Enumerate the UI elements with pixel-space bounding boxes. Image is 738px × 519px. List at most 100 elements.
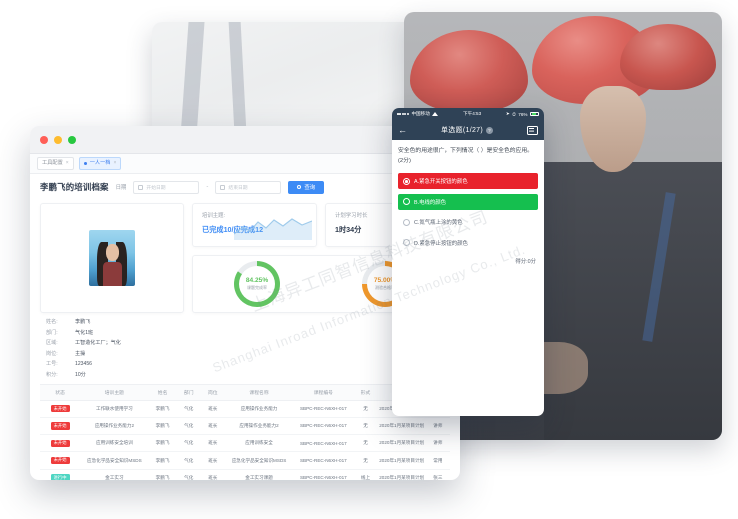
table-row[interactable]: 未开始 应用操作业务能力2 李鹏飞 气化 班长 应用操作业务能力2 SBPC-REC-N6X… — [40, 417, 450, 436]
quiz-title: 单选题(1/27) — [441, 127, 483, 134]
table-row[interactable]: 未开始 工作联水使用学习 李鹏飞 气化 班长 应用操作业务能力 SBPC-REC-N6XH-… — [40, 400, 450, 418]
cell-post: 班长 — [200, 400, 225, 418]
tab-close-icon[interactable]: × — [113, 159, 117, 166]
col-post[interactable]: 岗位 — [200, 383, 225, 401]
answer-card-icon[interactable] — [527, 125, 538, 135]
profile-field-points-key: 积分: — [46, 371, 58, 378]
cell-code: SBPC-REC-N6XH-017 — [293, 417, 354, 436]
query-button[interactable]: 查询 — [288, 180, 325, 194]
donut-course-completion-caption: 课题完成率 — [247, 285, 267, 290]
window-minimize-button[interactable] — [54, 135, 62, 144]
back-arrow-icon[interactable]: ← — [398, 125, 407, 135]
tab-tool-config-label: 工具配置 — [42, 159, 63, 166]
profile-field-points-value: 10分 — [75, 371, 86, 378]
cell-topic: 应用训练安全培训 — [80, 434, 149, 453]
profile-field-post-key: 岗位: — [46, 350, 58, 357]
option-a-label: A.紧急开关按钮的颜色 — [414, 179, 468, 186]
option-c[interactable]: C.氮气瓶上涂的黄色 — [398, 214, 538, 230]
cell-post: 班长 — [200, 469, 225, 480]
cell-topic: 金工实习 — [80, 469, 149, 480]
tab-tool-config[interactable]: 工具配置 × — [37, 156, 74, 171]
clock-label: 下午4:53 — [463, 111, 482, 116]
tab-one-person-one-file[interactable]: 一人一档 × — [78, 156, 122, 171]
cell-name: 李鹏飞 — [148, 451, 177, 470]
cell-status: 未开始 — [40, 434, 81, 453]
photo-worker-face — [580, 86, 646, 172]
col-name[interactable]: 姓名 — [148, 383, 177, 401]
col-topic[interactable]: 培训主题 — [80, 383, 149, 401]
cell-dept: 气化 — [176, 434, 201, 453]
window-close-button[interactable] — [40, 135, 48, 144]
kpi-training-topic: 培训主题: 已完成10/应完成12 — [192, 203, 317, 247]
col-status[interactable]: 状态 — [40, 383, 81, 401]
kpi-planned-duration-value: 1时34分 — [335, 225, 362, 234]
cell-form: 无 — [353, 417, 378, 436]
profile-field-employee-id-value: 123456 — [75, 361, 92, 367]
cell-teacher: 常用 — [425, 451, 450, 470]
status-badge: 未开始 — [50, 405, 70, 413]
option-a[interactable]: A.紧急开关按钮的颜色 — [398, 173, 538, 190]
cell-date: 2020年1月某项目计划 — [377, 417, 426, 436]
tab-bar: 工具配置 × 一人一档 × — [30, 154, 460, 174]
table-row[interactable]: 未开始 应急化学品安全知识MSDS 李鹏飞 气化 班长 应急化学品安全知识MSDS SBPC… — [40, 451, 450, 470]
profile-field-dept-value: 气化1班 — [75, 329, 94, 336]
start-date-input[interactable]: 开始日期 — [133, 180, 200, 194]
date-filter-label: 日期 — [115, 185, 127, 191]
cell-name: 李鹏飞 — [148, 469, 177, 480]
status-badge: 未开始 — [50, 439, 70, 447]
option-b-label: B.电线的颜色 — [414, 199, 447, 206]
page-toolbar: 李鹏飞的培训档案 日期 开始日期 - 结束日期 查询 — [30, 174, 460, 200]
question-text: 安全色的用途很广，下列情况（ ）是安全色的应用。(2分) — [398, 148, 533, 164]
table-row[interactable]: 进行中 金工实习 李鹏飞 气化 班长 金工实习课题 SBPC-REC-N6XH-017 线上 2… — [40, 469, 450, 480]
col-form[interactable]: 形式 — [353, 383, 378, 401]
tab-close-icon[interactable]: × — [65, 159, 69, 166]
window-maximize-button[interactable] — [68, 135, 76, 144]
battery-percent-label: 76% — [518, 111, 528, 117]
help-icon[interactable]: ? — [486, 126, 493, 134]
option-d[interactable]: D.紧急停止按钮的颜色 — [398, 235, 538, 251]
col-dept[interactable]: 部门 — [176, 383, 201, 401]
status-badge: 进行中 — [50, 474, 70, 480]
donut-quiz-pass-rate-value: 75.00% — [373, 277, 397, 284]
mobile-quiz-window: 中国移动 下午4:53 ➤ ⏱ 76% ← 单选题(1/27) ? 安全色的用途… — [392, 108, 544, 416]
option-b[interactable]: B.电线的颜色 — [398, 193, 538, 210]
avatar-torso — [103, 262, 122, 286]
donut-course-completion-inner: 84.25% 课题完成率 — [239, 266, 275, 302]
cell-code: SBPC-REC-N6XH-017 — [293, 434, 354, 453]
cell-code: SBPC-REC-N6XH-017 — [293, 400, 354, 418]
profile-field-post: 岗位: 主操 — [46, 350, 450, 357]
cell-name: 李鹏飞 — [148, 417, 177, 436]
sparkline-chart — [234, 218, 312, 240]
radio-icon — [403, 177, 410, 185]
tab-active-dot-icon — [83, 161, 87, 165]
cell-topic: 工作联水使用学习 — [80, 400, 149, 418]
option-c-label: C.氮气瓶上涂的黄色 — [414, 220, 463, 227]
signal-icon — [397, 113, 409, 115]
phone-nav-bar: ← 单选题(1/27) ? — [392, 120, 544, 140]
table-row[interactable]: 未开始 应用训练安全培训 李鹏飞 气化 班长 应用训练安全 SBPC-REC-N6XH-01… — [40, 434, 450, 453]
avatar — [89, 230, 135, 286]
avatar-face — [106, 244, 119, 261]
cell-code: SBPC-REC-N6XH-017 — [293, 469, 354, 480]
profile-field-name: 姓名: 李鹏飞 — [46, 318, 450, 325]
col-course[interactable]: 课程名称 — [224, 383, 294, 401]
carrier-label: 中国移动 — [411, 111, 430, 116]
table-body: 未开始 工作联水使用学习 李鹏飞 气化 班长 应用操作业务能力 SBPC-REC-N6XH-… — [40, 400, 450, 480]
profile-field-employee-id: 工号: 123456 — [46, 360, 450, 367]
date-range-separator: - — [206, 184, 209, 190]
col-code[interactable]: 课程编号 — [293, 383, 354, 401]
profile-field-area: 区域: 工智造化工厂；气化 — [46, 339, 450, 346]
status-badge: 未开始 — [50, 422, 70, 430]
end-date-input[interactable]: 结束日期 — [215, 180, 282, 194]
cell-post: 班长 — [200, 417, 225, 436]
search-icon — [297, 185, 302, 189]
cell-form: 无 — [353, 434, 378, 453]
profile-field-points: 积分: 10分 — [46, 371, 450, 378]
donut-quiz-pass-rate-caption: 测验合格率 — [375, 285, 395, 290]
cell-status: 未开始 — [40, 451, 81, 470]
tab-one-person-one-file-label: 一人一档 — [89, 159, 111, 166]
cell-teacher: 张三 — [425, 469, 450, 480]
radio-icon — [403, 218, 410, 226]
cell-date: 2020年1月某项目计划 — [377, 434, 426, 453]
